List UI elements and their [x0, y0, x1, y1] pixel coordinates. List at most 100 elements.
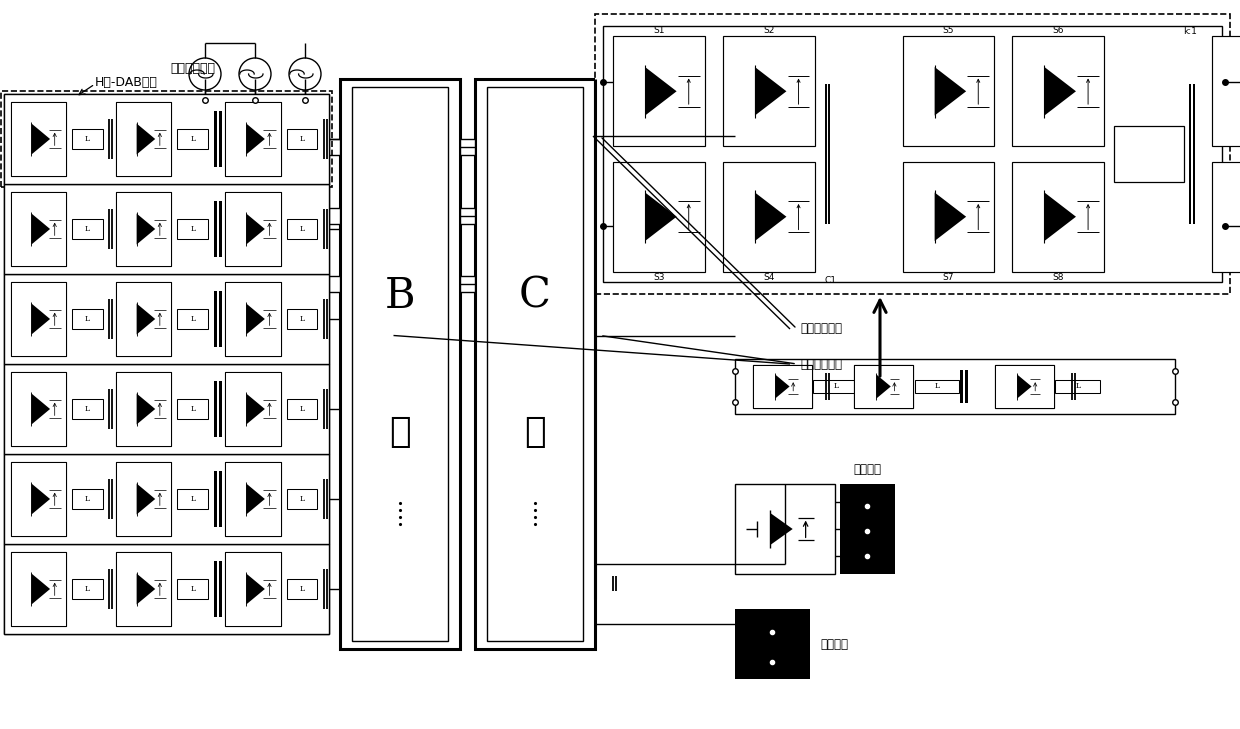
Bar: [1211, 162, 1240, 272]
Bar: [613, 36, 704, 147]
Bar: [1, 91, 332, 187]
Bar: [177, 128, 208, 149]
Bar: [115, 552, 171, 626]
Polygon shape: [935, 192, 966, 241]
Bar: [460, 208, 475, 224]
Text: 直流负极母线: 直流负极母线: [800, 357, 842, 370]
Text: L: L: [190, 225, 195, 233]
Polygon shape: [31, 574, 50, 604]
Bar: [915, 380, 960, 393]
Text: L: L: [86, 315, 91, 323]
Bar: [215, 561, 217, 617]
Bar: [115, 192, 171, 266]
Bar: [325, 139, 340, 155]
Bar: [286, 219, 317, 239]
Bar: [218, 201, 222, 257]
Bar: [994, 365, 1054, 408]
Bar: [226, 372, 280, 446]
Text: L: L: [190, 405, 195, 413]
Bar: [177, 579, 208, 599]
Bar: [72, 308, 103, 330]
Text: S4: S4: [763, 273, 775, 282]
Bar: [10, 102, 66, 176]
Polygon shape: [31, 214, 50, 244]
Polygon shape: [31, 394, 50, 424]
Bar: [1055, 380, 1100, 393]
Bar: [960, 370, 963, 402]
Bar: [72, 579, 103, 599]
Bar: [286, 128, 317, 149]
Polygon shape: [247, 574, 265, 604]
Polygon shape: [935, 67, 966, 115]
Bar: [10, 372, 66, 446]
Text: 三相交流系统: 三相交流系统: [170, 63, 215, 76]
Bar: [1211, 36, 1240, 147]
Polygon shape: [31, 483, 50, 515]
Bar: [965, 370, 967, 402]
Bar: [10, 462, 66, 536]
Bar: [735, 609, 810, 679]
Text: L: L: [86, 225, 91, 233]
Bar: [226, 282, 280, 356]
Polygon shape: [1044, 192, 1076, 241]
Bar: [595, 14, 1230, 294]
Bar: [603, 26, 1221, 282]
Polygon shape: [247, 303, 265, 335]
Polygon shape: [645, 192, 677, 241]
Bar: [1012, 36, 1104, 147]
Bar: [286, 579, 317, 599]
Text: L: L: [86, 585, 91, 593]
Bar: [613, 162, 704, 272]
Text: H桥-DAB单元: H桥-DAB单元: [95, 76, 157, 88]
Bar: [115, 462, 171, 536]
Bar: [994, 365, 1054, 408]
Bar: [325, 276, 340, 292]
Polygon shape: [31, 123, 50, 155]
Bar: [177, 308, 208, 330]
Bar: [487, 87, 583, 641]
Polygon shape: [247, 483, 265, 515]
Bar: [177, 488, 208, 510]
Text: L: L: [300, 585, 305, 593]
Text: k:1: k:1: [1184, 28, 1198, 36]
Bar: [4, 454, 329, 544]
Bar: [723, 162, 815, 272]
Text: S1: S1: [653, 26, 665, 35]
Bar: [10, 552, 66, 626]
Bar: [286, 488, 317, 510]
Bar: [115, 372, 171, 446]
Bar: [753, 365, 812, 408]
Bar: [115, 462, 171, 536]
Polygon shape: [247, 214, 265, 244]
Bar: [10, 192, 66, 266]
Text: C: C: [520, 275, 551, 316]
Bar: [300, 104, 310, 118]
Bar: [460, 139, 475, 155]
Bar: [325, 208, 340, 224]
Bar: [215, 381, 217, 437]
Text: S7: S7: [942, 273, 955, 282]
Bar: [218, 561, 222, 617]
Bar: [475, 79, 595, 649]
Text: 交流负载: 交流负载: [853, 463, 882, 476]
Text: L: L: [1075, 383, 1080, 391]
Bar: [813, 380, 858, 393]
Bar: [218, 472, 222, 526]
Bar: [226, 192, 280, 266]
Polygon shape: [770, 512, 792, 545]
Polygon shape: [755, 67, 786, 115]
Bar: [72, 399, 103, 419]
Bar: [723, 36, 815, 147]
Polygon shape: [1044, 67, 1076, 115]
Text: C1: C1: [825, 276, 837, 285]
Polygon shape: [775, 375, 790, 399]
Text: S3: S3: [653, 273, 665, 282]
Bar: [4, 544, 329, 634]
Text: L: L: [86, 405, 91, 413]
Polygon shape: [136, 394, 155, 424]
Bar: [460, 276, 475, 292]
Bar: [735, 484, 835, 574]
Text: 相: 相: [525, 416, 546, 449]
Bar: [735, 359, 1176, 414]
Text: L: L: [300, 315, 305, 323]
